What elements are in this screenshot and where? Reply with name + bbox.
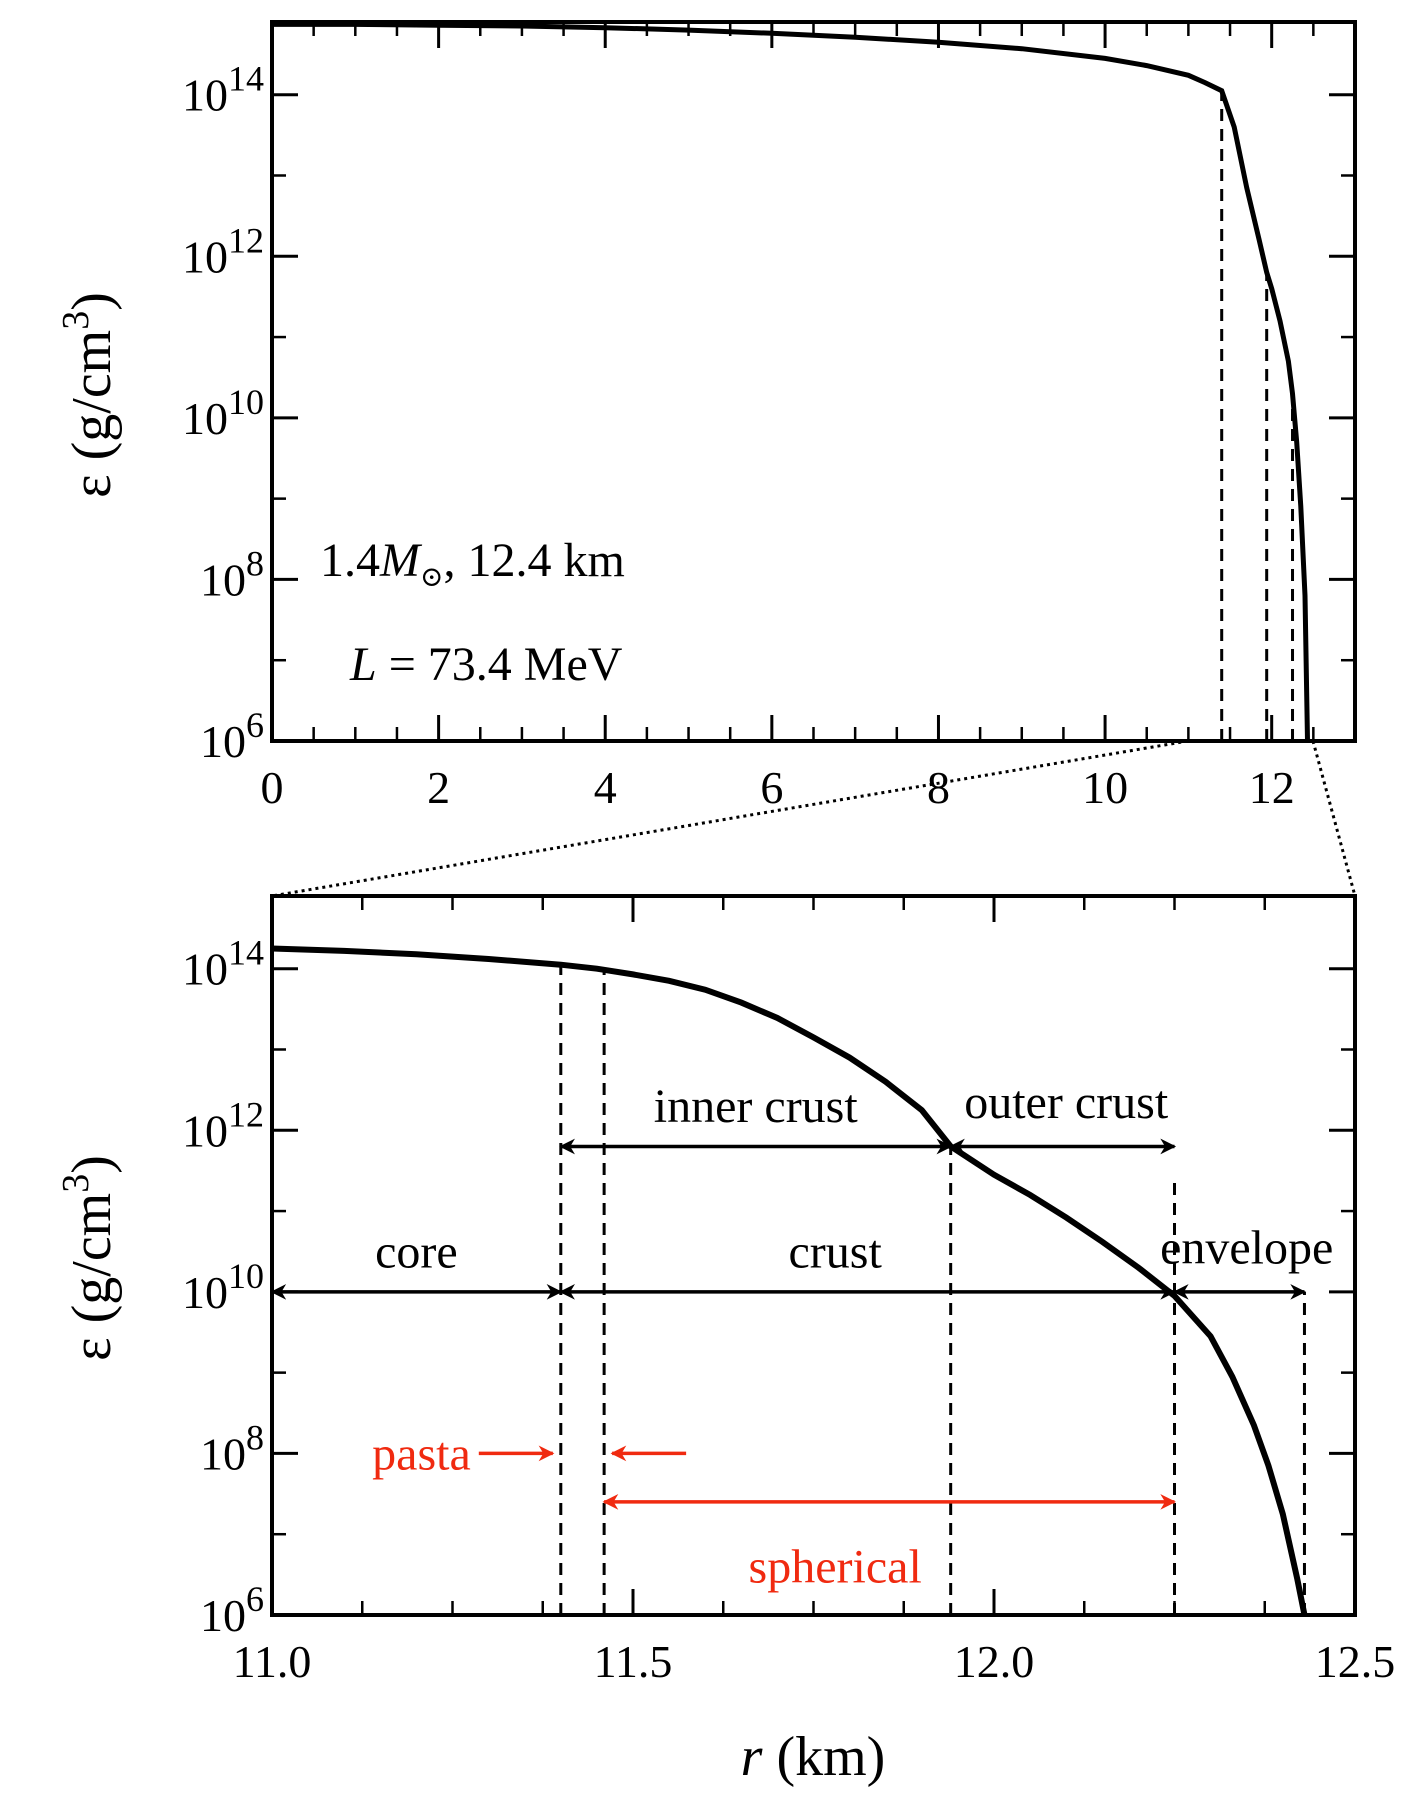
- top-density-curve: [272, 21, 1310, 742]
- x-tick-label: 11.5: [594, 1636, 673, 1687]
- y-tick-label: 1012: [182, 1094, 264, 1156]
- y-tick-label: 106: [200, 705, 264, 767]
- region-label-envelope: envelope: [1160, 1221, 1333, 1274]
- region-label-spherical: spherical: [749, 1541, 922, 1594]
- x-tick-label: 2: [427, 762, 450, 813]
- bottom-x-tick-labels: 11.0 11.5 12.0 12.5: [233, 1636, 1396, 1687]
- zoom-connector-lines: [271, 739, 1357, 898]
- x-tick-label: 12: [1249, 762, 1295, 813]
- x-tick-label: 12.0: [954, 1636, 1035, 1687]
- x-tick-label: 8: [927, 762, 950, 813]
- bottom-x-axis-title: r (km): [741, 1726, 886, 1788]
- region-arrows: inner crust outer crust core crust envelope s…: [270, 1076, 1333, 1594]
- y-tick-label: 1010: [182, 1256, 264, 1318]
- top-y-tick-labels: 106 108 1010 1012 1014: [182, 59, 264, 767]
- y-tick-label: 108: [200, 543, 264, 605]
- pasta-label: pasta: [372, 1427, 471, 1480]
- bottom-boundary-lines: [559, 964, 1306, 1615]
- top-plot-frame: [270, 20, 1357, 743]
- region-label-crust: crust: [789, 1225, 883, 1278]
- slope-parameter-annotation: L = 73.4 MeV: [349, 638, 623, 691]
- top-y-axis-title: ε (g/cm3): [55, 292, 123, 498]
- x-tick-label: 4: [594, 762, 617, 813]
- top-tick-marks: [270, 22, 1357, 743]
- y-tick-label: 1012: [182, 220, 264, 282]
- y-tick-label: 1010: [182, 382, 264, 444]
- bottom-plot-frame: [270, 894, 1357, 1617]
- x-tick-label: 12.5: [1315, 1636, 1396, 1687]
- x-tick-label: 6: [760, 762, 783, 813]
- y-tick-label: 1014: [182, 933, 264, 995]
- y-tick-label: 1014: [182, 59, 264, 121]
- bottom-y-tick-labels: 106 108 1010 1012 1014: [182, 933, 264, 1641]
- x-tick-label: 10: [1082, 762, 1128, 813]
- top-x-tick-labels: 0 2 4 6 8 10 12: [261, 762, 1295, 813]
- x-tick-label: 11.0: [233, 1636, 312, 1687]
- region-label-inner-crust: inner crust: [654, 1080, 859, 1133]
- bottom-y-axis-title: ε (g/cm3): [55, 1155, 123, 1361]
- mass-radius-annotation: 1.4M⊙, 12.4 km: [320, 534, 625, 593]
- y-tick-label: 108: [200, 1417, 264, 1479]
- x-tick-label: 0: [261, 762, 284, 813]
- region-label-outer-crust: outer crust: [964, 1076, 1169, 1129]
- pasta-marker: pasta: [372, 1427, 687, 1480]
- top-boundary-lines: [1220, 90, 1295, 741]
- region-label-core: core: [375, 1225, 458, 1278]
- bottom-density-curve: [271, 945, 1308, 1616]
- y-tick-label: 106: [200, 1579, 264, 1641]
- bottom-panel: 11.0 11.5 12.0 12.5 106 108 1010 1012 1014 inne…: [55, 894, 1396, 1788]
